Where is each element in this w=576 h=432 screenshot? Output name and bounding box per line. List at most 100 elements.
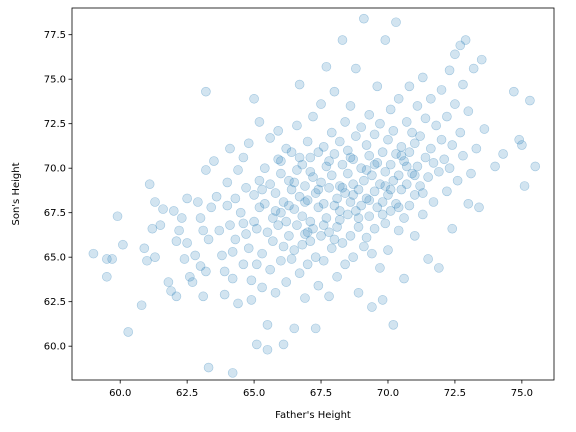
scatter-point (509, 86, 519, 97)
scatter-point (377, 197, 388, 207)
scatter-point (334, 136, 345, 147)
scatter-point (257, 248, 267, 259)
scatter-point (490, 161, 500, 172)
scatter-point (88, 248, 99, 259)
scatter-point (310, 252, 321, 262)
scatter-point (300, 229, 310, 239)
scatter-point (174, 225, 184, 236)
scatter-point (372, 81, 383, 92)
scatter-point (391, 198, 401, 209)
scatter-point (318, 220, 329, 230)
scatter-point (447, 223, 458, 234)
scatter-point (270, 287, 281, 298)
scatter-point (380, 35, 391, 45)
scatter-point (265, 264, 275, 275)
scatter-point (230, 234, 241, 245)
scatter-point (238, 259, 249, 270)
scatter-point (431, 120, 441, 131)
scatter-point (262, 227, 273, 238)
scatter-point (369, 129, 380, 140)
scatter-point (195, 213, 206, 223)
scatter-point (286, 184, 297, 195)
scatter-point (176, 213, 187, 223)
scatter-point (401, 117, 412, 127)
scatter-point (305, 166, 316, 177)
scatter-point (393, 225, 404, 236)
scatter-point (351, 63, 361, 74)
scatter-point (343, 209, 353, 220)
scatter-point (292, 220, 302, 230)
scatter-point (241, 229, 251, 239)
scatter-point (399, 156, 409, 166)
scatter-point (281, 143, 292, 154)
scatter-point (310, 323, 321, 334)
scatter-point (171, 236, 182, 246)
scatter-point (238, 152, 249, 163)
scatter-point (273, 154, 283, 165)
scatter-point (313, 184, 324, 195)
scatter-point (276, 168, 286, 179)
scatter-point (420, 152, 431, 163)
scatter-point (259, 198, 270, 209)
scatter-point (219, 266, 230, 277)
scatter-point (519, 181, 530, 191)
scatter-point (383, 190, 393, 200)
scatter-point (203, 362, 214, 373)
scatter-point (305, 216, 316, 227)
scatter-point (302, 259, 313, 270)
scatter-point (396, 184, 407, 195)
scatter-point (227, 247, 238, 257)
scatter-point (444, 65, 455, 76)
scatter-point (383, 134, 393, 145)
scatter-point (171, 291, 182, 302)
scatter-point (292, 165, 302, 175)
scatter-point (308, 111, 318, 122)
scatter-point (498, 149, 508, 159)
scatter-point (369, 223, 380, 234)
scatter-point (444, 163, 455, 173)
scatter-point (281, 277, 292, 287)
scatter-point (361, 140, 372, 150)
scatter-point (401, 179, 412, 190)
y-tick-label: 65.0 (44, 253, 66, 264)
scatter-point (399, 273, 409, 284)
scatter-point (265, 133, 275, 143)
scatter-point (458, 79, 468, 90)
scatter-point (201, 86, 211, 97)
scatter-point (318, 198, 329, 209)
scatter-point (286, 254, 297, 264)
scatter-point (332, 222, 342, 232)
scatter-point (377, 147, 388, 157)
scatter-point (434, 166, 444, 177)
x-axis: 60.0 62.5 65.0 67.5 70.0 72.5 75.0 (109, 380, 533, 399)
scatter-point (265, 179, 275, 190)
scatter-point (385, 104, 396, 115)
scatter-point (219, 289, 230, 300)
scatter-point (393, 170, 404, 181)
scatter-point (187, 277, 198, 287)
scatter-point (190, 250, 200, 261)
scatter-point (158, 204, 168, 214)
scatter-point (426, 93, 436, 104)
scatter-points (88, 13, 541, 378)
x-tick-label: 67.5 (310, 388, 332, 399)
scatter-point (428, 158, 439, 168)
scatter-point (185, 271, 195, 282)
scatter-point (249, 190, 259, 200)
scatter-point (254, 117, 265, 127)
scatter-point (316, 231, 326, 241)
scatter-point (369, 186, 380, 197)
scatter-point (479, 124, 490, 134)
scatter-point (375, 118, 385, 129)
scatter-point (142, 255, 152, 266)
scatter-point (353, 222, 364, 232)
scatter-point (436, 134, 447, 145)
y-tick-label: 75.0 (44, 75, 66, 86)
scatter-point (316, 177, 326, 188)
scatter-point (377, 295, 388, 305)
scatter-point (426, 143, 436, 154)
scatter-point (251, 259, 262, 270)
scatter-point (348, 252, 358, 262)
scatter-point (286, 147, 297, 157)
